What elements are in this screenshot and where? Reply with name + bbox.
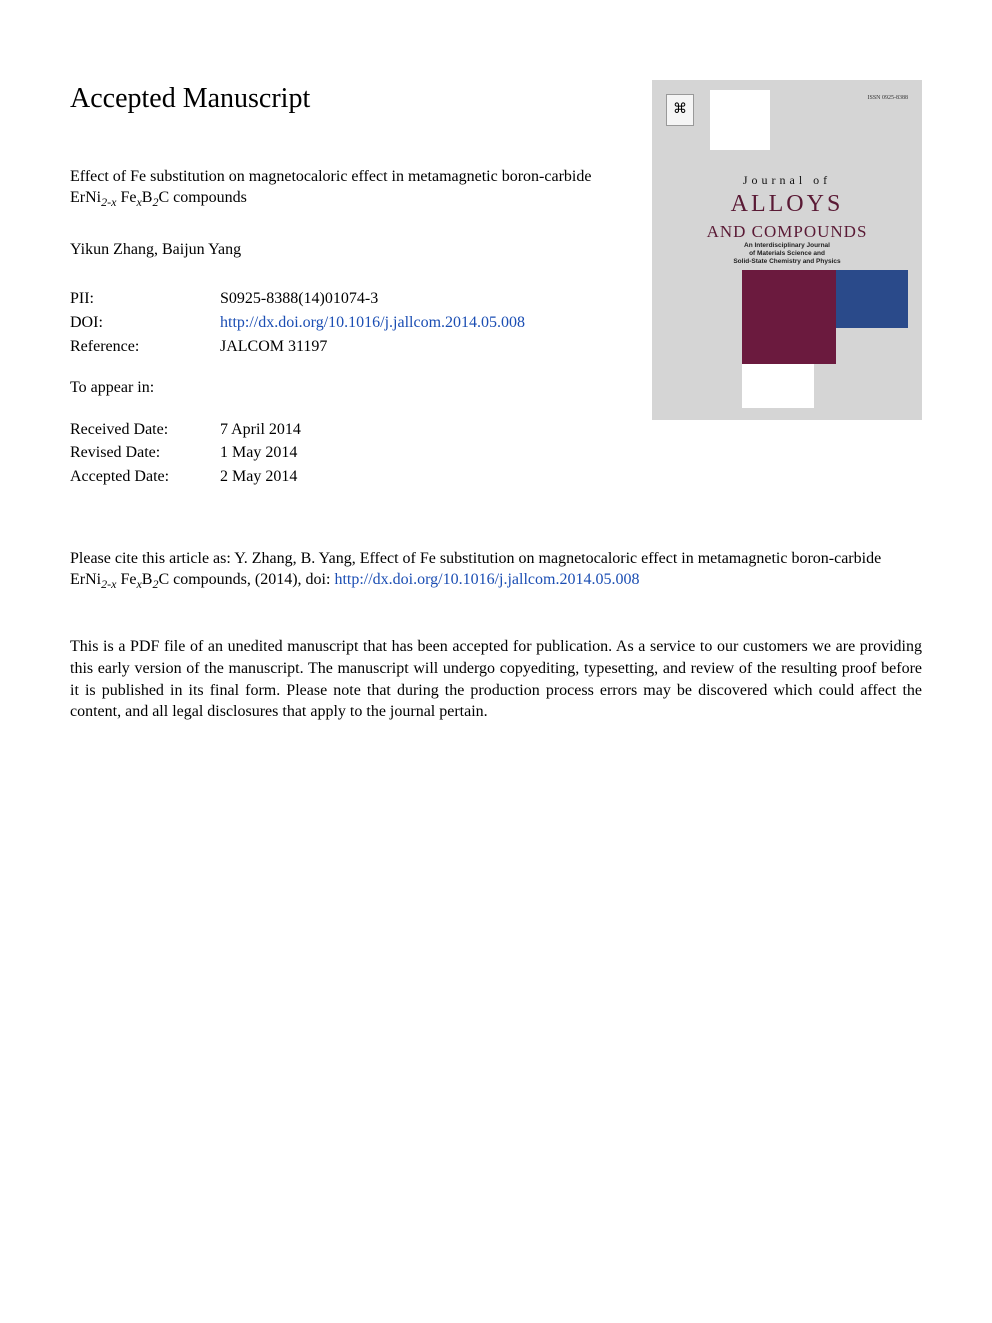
revised-label: Revised Date:	[70, 442, 220, 464]
cover-issn: ISSN 0925-8388	[867, 94, 908, 102]
accepted-value: 2 May 2014	[220, 466, 630, 488]
authors: Yikun Zhang, Baijun Yang	[70, 239, 630, 261]
pii-label: PII:	[70, 288, 220, 310]
cover-block-blue	[836, 270, 908, 328]
pii-value: S0925-8388(14)01074-3	[220, 288, 630, 310]
page-heading: Accepted Manuscript	[70, 80, 630, 118]
cover-block-white-bottom	[742, 364, 814, 408]
received-label: Received Date:	[70, 419, 220, 441]
citation-mid1: Fe	[116, 571, 136, 588]
reference-value: JALCOM 31197	[220, 336, 630, 358]
title-mid1: Fe	[116, 189, 136, 206]
citation-text: Please cite this article as: Y. Zhang, B…	[70, 548, 922, 593]
cover-subtitle-line2: of Materials Science and	[652, 250, 922, 258]
cover-alloys: ALLOYS	[652, 188, 922, 220]
to-appear-value	[220, 377, 630, 399]
title-post: C compounds	[158, 189, 246, 206]
cover-and-compounds: AND COMPOUNDS	[652, 221, 922, 244]
cover-subtitle-line3: Solid-State Chemistry and Physics	[652, 258, 922, 266]
title-mid2: B	[142, 189, 153, 206]
to-appear-block: To appear in:	[70, 377, 630, 399]
cover-panel-white-top	[710, 90, 770, 150]
cover-subtitle-line1: An Interdisciplinary Journal	[652, 242, 922, 250]
citation-mid2: B	[142, 571, 153, 588]
article-title: Effect of Fe substitution on magnetocalo…	[70, 166, 630, 211]
received-value: 7 April 2014	[220, 419, 630, 441]
citation-post: C compounds, (2014), doi:	[158, 571, 334, 588]
cover-block-maroon	[742, 270, 836, 364]
journal-cover-thumbnail: ⌘ ISSN 0925-8388 Journal of ALLOYS AND C…	[652, 80, 922, 420]
reference-label: Reference:	[70, 336, 220, 358]
meta-block-identifiers: PII: S0925-8388(14)01074-3 DOI: http://d…	[70, 288, 630, 357]
to-appear-label: To appear in:	[70, 377, 220, 399]
cover-journal-of: Journal of	[652, 172, 922, 188]
citation-sub1: 2-x	[101, 577, 116, 591]
title-sub1: 2-x	[101, 196, 116, 210]
doi-link[interactable]: http://dx.doi.org/10.1016/j.jallcom.2014…	[220, 314, 525, 331]
dates-block: Received Date: 7 April 2014 Revised Date…	[70, 419, 630, 488]
revised-value: 1 May 2014	[220, 442, 630, 464]
doi-label: DOI:	[70, 312, 220, 334]
citation-doi-link[interactable]: http://dx.doi.org/10.1016/j.jallcom.2014…	[334, 571, 639, 588]
accepted-label: Accepted Date:	[70, 466, 220, 488]
publisher-logo-icon: ⌘	[666, 94, 694, 126]
disclaimer-text: This is a PDF file of an unedited manusc…	[70, 636, 922, 722]
